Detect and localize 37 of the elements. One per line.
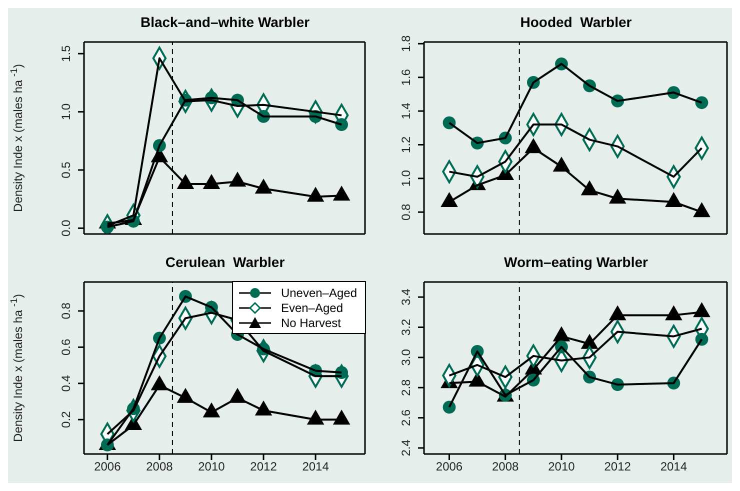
x-tick-label: 2006 (436, 460, 463, 474)
y-tick-label: 2.6 (399, 409, 413, 426)
chart-title: Worm–eating Warbler (503, 254, 649, 270)
y-tick-label: 1.4 (399, 102, 413, 120)
x-tick-label: 2008 (492, 460, 520, 474)
y-tick-label: 0.8 (59, 302, 73, 320)
y-tick-label: 0.0 (59, 220, 73, 237)
x-tick-label: 2012 (604, 460, 632, 474)
x-tick-label: 2012 (250, 460, 278, 474)
x-tick-label: 2006 (94, 460, 122, 474)
x-tick-label: 2010 (198, 460, 226, 474)
y-tick-label: 0.2 (59, 410, 73, 428)
y-tick-label: 0.5 (59, 161, 73, 178)
legend-label: Even–Aged (280, 300, 343, 314)
y-tick-label: 3.2 (399, 318, 413, 336)
y-tick-label: 0.6 (59, 338, 73, 356)
y-tick-label: 3.4 (399, 288, 413, 306)
y-tick-label: 3.0 (399, 348, 413, 366)
chart-title: Hooded Warbler (519, 14, 633, 30)
legend-label: Uneven–Aged (280, 286, 357, 300)
y-tick-label: 1.0 (59, 103, 73, 120)
y-tick-label: 0.8 (399, 203, 413, 220)
legend-label: No Harvest (280, 316, 341, 330)
y-tick-label: 1.0 (399, 170, 413, 187)
y-tick-label: 1.6 (399, 68, 413, 86)
chart-title: Cerulean Warbler (164, 254, 286, 270)
y-tick-label: 0.4 (59, 374, 73, 392)
x-tick-label: 2008 (146, 460, 174, 474)
x-tick-label: 2014 (660, 460, 688, 474)
y-tick-label: 2.4 (399, 439, 413, 456)
y-tick-label: 1.8 (399, 35, 413, 52)
x-tick-label: 2010 (548, 460, 576, 474)
y-tick-label: 1.2 (399, 136, 413, 154)
y-tick-label: 2.8 (399, 378, 413, 396)
x-tick-label: 2014 (302, 460, 330, 474)
chart-title: Black–and–white Warbler (139, 14, 311, 30)
y-tick-label: 1.5 (59, 44, 73, 62)
